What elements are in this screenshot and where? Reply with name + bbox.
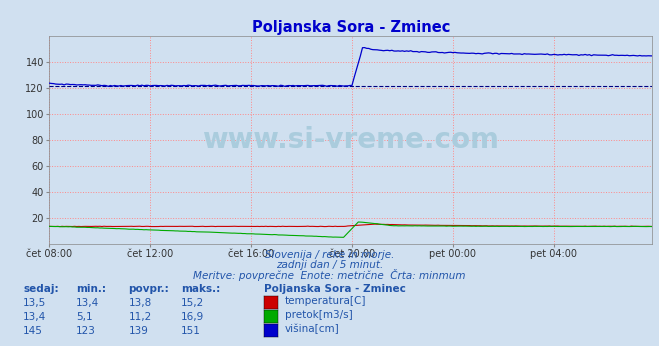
Text: zadnji dan / 5 minut.: zadnji dan / 5 minut. — [276, 260, 383, 270]
Text: 16,9: 16,9 — [181, 312, 204, 322]
Text: Poljanska Sora - Zminec: Poljanska Sora - Zminec — [264, 284, 405, 294]
Title: Poljanska Sora - Zminec: Poljanska Sora - Zminec — [252, 20, 450, 35]
Text: 13,8: 13,8 — [129, 298, 152, 308]
Text: 5,1: 5,1 — [76, 312, 92, 322]
Text: sedaj:: sedaj: — [23, 284, 59, 294]
Text: Meritve: povprečne  Enote: metrične  Črta: minmum: Meritve: povprečne Enote: metrične Črta:… — [193, 268, 466, 281]
Text: 151: 151 — [181, 326, 201, 336]
Text: pretok[m3/s]: pretok[m3/s] — [285, 310, 353, 320]
Text: maks.:: maks.: — [181, 284, 221, 294]
Text: 123: 123 — [76, 326, 96, 336]
Text: 15,2: 15,2 — [181, 298, 204, 308]
Text: 13,5: 13,5 — [23, 298, 46, 308]
Text: višina[cm]: višina[cm] — [285, 324, 339, 334]
Text: 139: 139 — [129, 326, 148, 336]
Text: min.:: min.: — [76, 284, 106, 294]
Text: 13,4: 13,4 — [23, 312, 46, 322]
Text: temperatura[C]: temperatura[C] — [285, 296, 366, 306]
Text: 145: 145 — [23, 326, 43, 336]
Text: Slovenija / reke in morje.: Slovenija / reke in morje. — [265, 250, 394, 260]
Text: povpr.:: povpr.: — [129, 284, 169, 294]
Text: 13,4: 13,4 — [76, 298, 99, 308]
Text: 11,2: 11,2 — [129, 312, 152, 322]
Text: www.si-vreme.com: www.si-vreme.com — [202, 126, 500, 154]
